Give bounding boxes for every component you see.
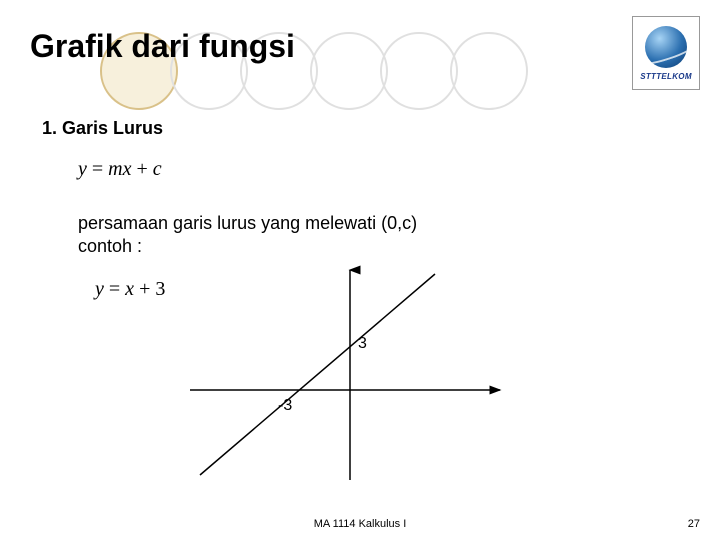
x-intercept-label: -3 bbox=[278, 397, 292, 414]
bg-circle bbox=[310, 32, 388, 110]
section-heading: 1. Garis Lurus bbox=[42, 118, 163, 139]
equation-general: y = mx + c bbox=[78, 158, 162, 181]
line-chart: 3 -3 bbox=[180, 260, 520, 490]
description: persamaan garis lurus yang melewati (0,c… bbox=[78, 212, 417, 259]
bg-circle bbox=[450, 32, 528, 110]
globe-icon bbox=[645, 26, 687, 68]
page-number: 27 bbox=[688, 518, 700, 530]
footer-text: MA 1114 Kalkulus I bbox=[314, 518, 407, 530]
logo-text: STTTELKOM bbox=[640, 72, 692, 81]
equation-example: y = x + 3 bbox=[95, 278, 165, 301]
logo: STTTELKOM bbox=[632, 16, 700, 90]
description-line2: contoh : bbox=[78, 235, 417, 258]
bg-circle bbox=[380, 32, 458, 110]
description-line1: persamaan garis lurus yang melewati (0,c… bbox=[78, 212, 417, 235]
y-intercept-label: 3 bbox=[358, 335, 367, 352]
plot-line bbox=[200, 274, 435, 475]
slide-title: Grafik dari fungsi bbox=[30, 28, 295, 65]
